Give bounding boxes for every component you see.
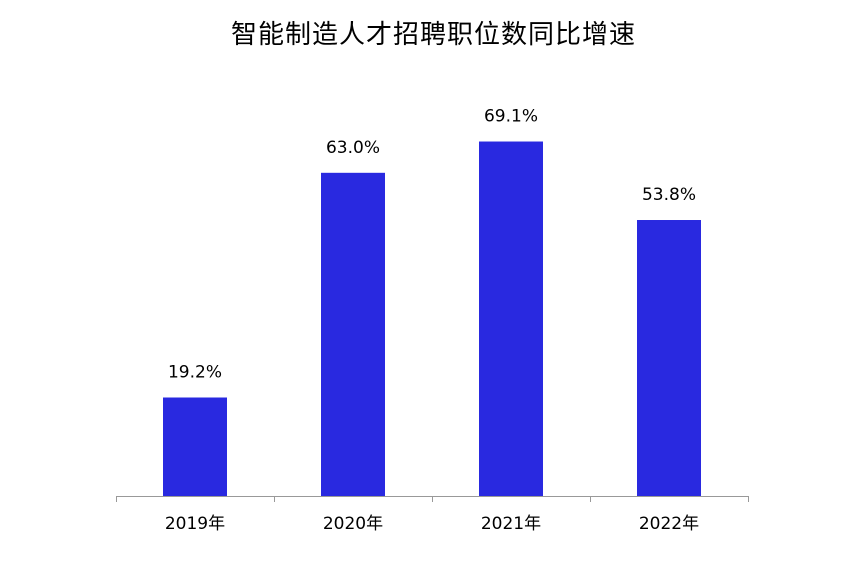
x-tick-label-3: 2021年 (481, 514, 541, 534)
data-labels-layer: 19.2% 63.0% 69.1% 53.8% (168, 107, 696, 383)
bar-4 (637, 220, 701, 497)
x-tick-label-4: 2022年 (639, 514, 699, 534)
bar-2 (321, 172, 385, 496)
data-label-1: 19.2% (168, 363, 222, 383)
chart-title: 智能制造人才招聘职位数同比增速 (230, 20, 636, 50)
bar-3 (479, 141, 543, 496)
x-axis: 2019年 2020年 2021年 2022年 (116, 496, 749, 534)
bar-1 (163, 397, 227, 496)
x-tick-label-1: 2019年 (165, 514, 225, 534)
data-label-3: 69.1% (484, 107, 538, 127)
x-tick-label-2: 2020年 (323, 514, 383, 534)
bars-layer (163, 141, 701, 497)
data-label-4: 53.8% (642, 185, 696, 205)
data-label-2: 63.0% (326, 138, 380, 158)
